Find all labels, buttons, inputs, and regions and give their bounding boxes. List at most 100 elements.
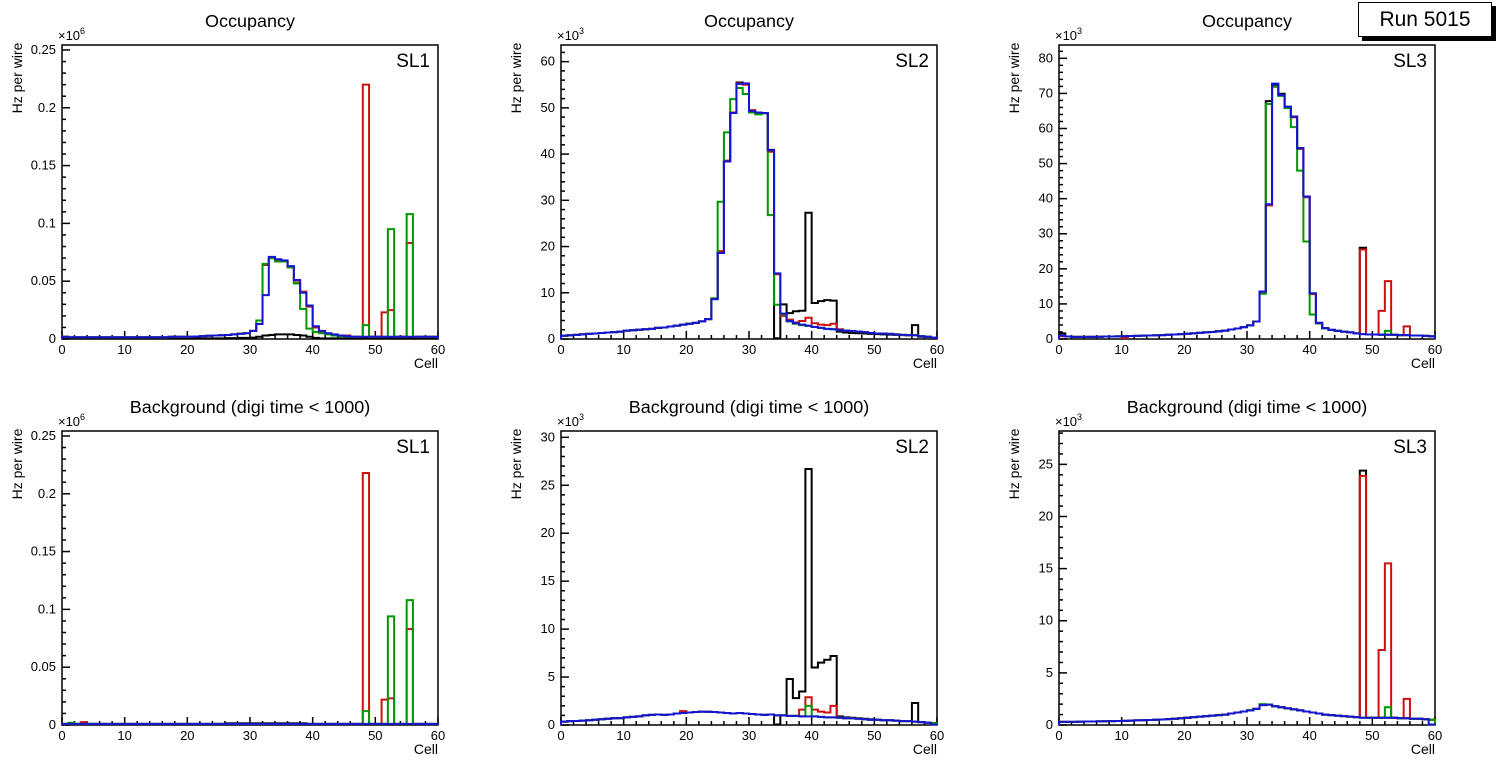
plot-background-sl3: 0 10 20 30 40 50 60 0 5 10 15 20 25 Background (digi … xyxy=(1006,397,1442,757)
y-tick-label: 5 xyxy=(1046,665,1053,680)
x-tick-label: 0 xyxy=(557,728,564,743)
y-axis-title: Hz per wire xyxy=(508,42,524,113)
x-tick-label: 0 xyxy=(1056,728,1063,743)
y-tick-label: 40 xyxy=(540,146,554,161)
x-tick-label: 50 xyxy=(1365,728,1379,743)
plot-title: Occupancy xyxy=(1202,11,1292,31)
y-tick-label: 0 xyxy=(1046,331,1053,346)
x-axis-title: Cell xyxy=(1411,741,1435,757)
x-tick-label: 50 xyxy=(368,728,382,743)
x-tick-label: 30 xyxy=(741,728,755,743)
y-tick-label: 30 xyxy=(540,192,554,207)
plot-title: Background (digi time < 1000) xyxy=(628,397,868,417)
plot-frame xyxy=(559,430,938,726)
x-tick-label: 60 xyxy=(1428,728,1442,743)
y-tick-label: 30 xyxy=(1039,226,1053,241)
x-tick-label: 0 xyxy=(1056,342,1063,357)
x-tick-label: 20 xyxy=(679,728,693,743)
x-tick-label: 10 xyxy=(616,728,630,743)
y-tick-label: 10 xyxy=(540,285,554,300)
y-tick-label: 15 xyxy=(1039,561,1053,576)
x-tick-label: 20 xyxy=(1177,728,1191,743)
series-blue xyxy=(1058,82,1437,339)
x-tick-label: 40 xyxy=(1303,728,1317,743)
y-tick-label: 0.1 xyxy=(38,601,56,616)
x-tick-label: 40 xyxy=(804,728,818,743)
series-black xyxy=(559,81,938,340)
x-tick-label: 10 xyxy=(1115,728,1129,743)
y-tick-label: 60 xyxy=(540,54,554,69)
y-axis-title: Hz per wire xyxy=(508,428,524,499)
y-tick-label: 0 xyxy=(49,717,56,732)
plot-background-sl1: 0 10 20 30 40 50 60 0 0.05 0.1 0.15 0.2 0.25 Backgrou… xyxy=(9,397,445,757)
y-axis-exponent: ×103 xyxy=(1055,26,1082,43)
y-tick-label: 0.2 xyxy=(38,100,56,115)
series-red xyxy=(60,471,439,725)
y-axis-title: Hz per wire xyxy=(1006,42,1022,113)
plot-background-sl2: 0 10 20 30 40 50 60 0 5 10 15 20 25 30 Background (dig… xyxy=(508,397,944,757)
x-tick-label: 60 xyxy=(431,728,445,743)
x-axis-title: Cell xyxy=(913,355,937,371)
y-tick-label: 0 xyxy=(547,717,554,732)
x-tick-label: 0 xyxy=(58,728,65,743)
y-tick-label: 15 xyxy=(540,573,554,588)
x-tick-label: 50 xyxy=(867,728,881,743)
plot-occupancy-sl2: 0 10 20 30 40 50 60 0 10 20 30 40 50 60 Occupancy SL2 Ce… xyxy=(508,11,944,371)
x-tick-label: 50 xyxy=(1365,342,1379,357)
y-tick-label: 10 xyxy=(1039,296,1053,311)
y-tick-label: 5 xyxy=(547,669,554,684)
y-tick-label: 0 xyxy=(49,331,56,346)
y-tick-label: 20 xyxy=(1039,261,1053,276)
pad-label: SL2 xyxy=(895,437,929,458)
y-axis-exponent: ×103 xyxy=(557,412,584,429)
y-tick-label: 0.25 xyxy=(31,42,56,57)
plot-occupancy-sl1: 0 10 20 30 40 50 60 0 0.05 0.1 0.15 0.2 0.25 Occupanc… xyxy=(9,11,445,371)
pad-label: SL3 xyxy=(1394,437,1428,458)
x-tick-label: 10 xyxy=(117,342,131,357)
y-tick-label: 0 xyxy=(547,331,554,346)
plot-title: Background (digi time < 1000) xyxy=(1127,397,1367,417)
y-tick-label: 50 xyxy=(1039,156,1053,171)
series-blue xyxy=(1058,703,1437,726)
y-axis-exponent: ×103 xyxy=(557,26,584,43)
y-tick-label: 0.2 xyxy=(38,486,56,501)
series-blue xyxy=(559,710,938,726)
series-green xyxy=(1058,85,1437,339)
plot-title: Background (digi time < 1000) xyxy=(130,397,370,417)
series-red xyxy=(559,82,938,339)
x-axis-title: Cell xyxy=(414,741,438,757)
x-tick-label: 30 xyxy=(1240,728,1254,743)
pad-label: SL2 xyxy=(895,51,929,72)
x-tick-label: 30 xyxy=(243,342,257,357)
x-tick-label: 60 xyxy=(431,342,445,357)
series-blue xyxy=(60,722,439,725)
x-tick-label: 20 xyxy=(180,728,194,743)
x-tick-label: 20 xyxy=(679,342,693,357)
y-axis-exponent: ×106 xyxy=(58,412,85,429)
y-tick-label: 40 xyxy=(1039,191,1053,206)
x-tick-label: 20 xyxy=(180,342,194,357)
x-tick-label: 50 xyxy=(368,342,382,357)
pad-label: SL1 xyxy=(396,51,430,72)
pad-label: SL3 xyxy=(1394,51,1428,72)
x-tick-label: 60 xyxy=(929,342,943,357)
y-tick-label: 20 xyxy=(540,239,554,254)
series-red xyxy=(60,83,439,339)
plot-frame xyxy=(61,44,439,340)
x-tick-label: 40 xyxy=(1303,342,1317,357)
y-axis-title: Hz per wire xyxy=(9,42,25,113)
y-tick-label: 0.1 xyxy=(38,215,56,230)
x-tick-label: 40 xyxy=(305,728,319,743)
y-tick-label: 0.05 xyxy=(31,659,56,674)
x-tick-label: 0 xyxy=(557,342,564,357)
series-black xyxy=(559,467,938,726)
y-tick-label: 20 xyxy=(540,525,554,540)
plot-frame xyxy=(61,430,439,726)
y-tick-label: 0.15 xyxy=(31,158,56,173)
y-tick-label: 50 xyxy=(540,100,554,115)
y-tick-label: 30 xyxy=(540,429,554,444)
x-tick-label: 10 xyxy=(616,342,630,357)
x-tick-label: 30 xyxy=(1240,342,1254,357)
x-tick-label: 20 xyxy=(1177,342,1191,357)
